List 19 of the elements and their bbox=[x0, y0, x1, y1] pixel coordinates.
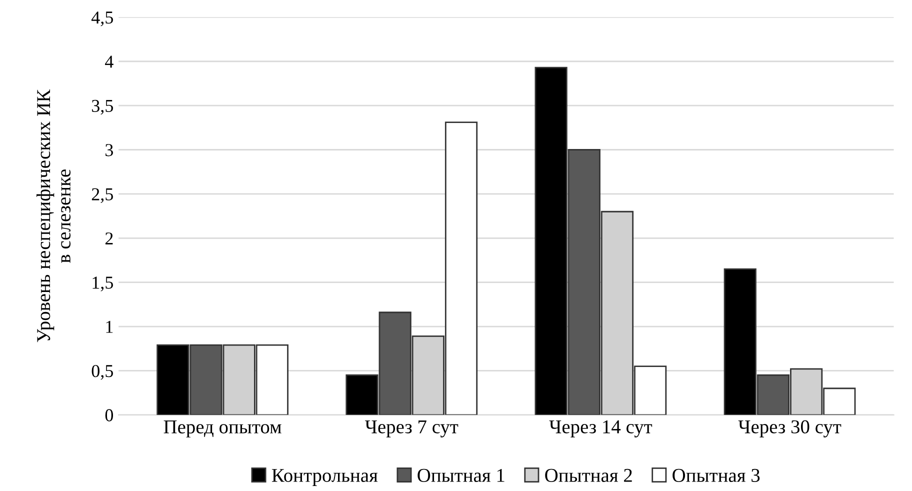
y-axis-title: Уровень неспецифических ИК в селезенке bbox=[36, 89, 71, 342]
y-tick-label: 3,5 bbox=[92, 100, 113, 115]
y-tick-label: 2 bbox=[105, 232, 113, 244]
legend-label: Опытная 2 bbox=[545, 468, 632, 482]
legend-label: Опытная 3 bbox=[672, 468, 760, 482]
y-tick-label: 2,5 bbox=[92, 188, 113, 203]
y-tick-label: 4 bbox=[105, 56, 114, 68]
y-tick-label: 3 bbox=[106, 144, 113, 156]
y-tick-label: 1,5 bbox=[92, 276, 113, 292]
y-tick-label: 0 bbox=[105, 409, 114, 422]
x-tick-label: Через 7 сут bbox=[365, 420, 458, 438]
y-tick-label: 0,5 bbox=[92, 364, 113, 380]
legend-label: Опытная 1 bbox=[418, 468, 504, 482]
x-tick-label: Перед опытом bbox=[164, 420, 282, 438]
y-tick-label: 4,5 bbox=[91, 12, 113, 26]
legend-label: Контрольная bbox=[272, 469, 378, 486]
y-tick-label: 1 bbox=[106, 320, 113, 333]
x-tick-label: Через 14 сут bbox=[549, 420, 652, 438]
x-tick-label: Через 30 сут bbox=[738, 420, 842, 438]
